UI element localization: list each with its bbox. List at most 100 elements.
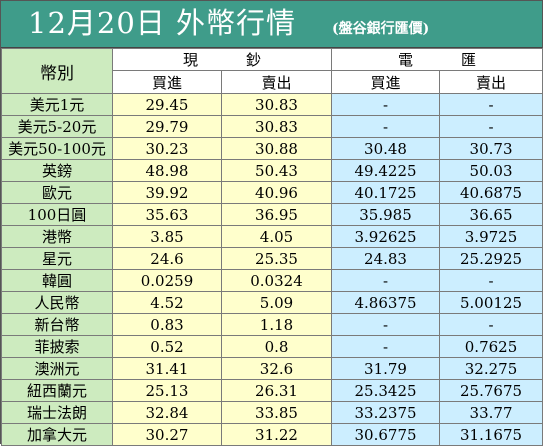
spot-buy-cell: 24.83 bbox=[331, 247, 441, 270]
cash-buy-cell: 29.45 bbox=[112, 93, 222, 116]
table-row: 瑞士法朗 32.84 33.85 33.2375 33.77 bbox=[1, 401, 543, 424]
cash-sell-cell: 33.85 bbox=[220, 401, 333, 424]
spot-sell-cell: 33.77 bbox=[439, 401, 543, 424]
currency-name-cell: 菲披索 bbox=[1, 335, 113, 358]
table-row: 星元 24.6 25.35 24.83 25.2925 bbox=[1, 247, 543, 270]
spot-sell-cell: 25.7675 bbox=[439, 379, 543, 402]
currency-name-cell: 瑞士法朗 bbox=[1, 401, 113, 424]
page-title: 12月20日 外幣行情 bbox=[28, 6, 297, 40]
cash-group-header: 現鈔 bbox=[111, 48, 333, 71]
spot-sell-cell: - bbox=[439, 93, 543, 116]
cash-sell-cell: 5.09 bbox=[220, 291, 333, 314]
cash-buy-cell: 4.52 bbox=[112, 291, 222, 314]
currency-name-cell: 港幣 bbox=[1, 225, 113, 248]
table-row: 紐西蘭元 25.13 26.31 25.3425 25.7675 bbox=[1, 379, 543, 402]
cash-buy-cell: 0.83 bbox=[112, 313, 222, 336]
cash-sell-cell: 4.05 bbox=[220, 225, 333, 248]
title-bar: 12月20日 外幣行情 (盤谷銀行匯價) bbox=[1, 1, 542, 48]
table-row: 人民幣 4.52 5.09 4.86375 5.00125 bbox=[1, 291, 543, 314]
currency-name-cell: 韓圓 bbox=[1, 269, 113, 292]
spot-buy-header: 買進 bbox=[331, 70, 441, 94]
cash-buy-cell: 0.52 bbox=[112, 335, 222, 358]
table-row: 美元50-100元 30.23 30.88 30.48 30.73 bbox=[1, 137, 543, 160]
cash-sell-cell: 25.35 bbox=[220, 247, 333, 270]
spot-sell-cell: 3.9725 bbox=[439, 225, 543, 248]
cash-sell-cell: 31.22 bbox=[220, 423, 333, 446]
spot-buy-cell: 31.79 bbox=[331, 357, 441, 380]
cash-sell-cell: 0.8 bbox=[220, 335, 333, 358]
cash-buy-cell: 32.84 bbox=[112, 401, 222, 424]
spot-buy-cell: 25.3425 bbox=[331, 379, 441, 402]
spot-sell-cell: 50.03 bbox=[439, 159, 543, 182]
spot-buy-cell: 35.985 bbox=[331, 203, 441, 226]
spot-buy-cell: - bbox=[331, 115, 441, 138]
table-row: 100日圓 35.63 36.95 35.985 36.65 bbox=[1, 203, 543, 226]
cash-buy-header: 買進 bbox=[112, 70, 222, 94]
currency-name-cell: 星元 bbox=[1, 247, 113, 270]
cash-buy-cell: 30.23 bbox=[112, 137, 222, 160]
table-row: 韓圓 0.0259 0.0324- - bbox=[1, 269, 543, 292]
cash-buy-cell: 39.92 bbox=[112, 181, 222, 204]
cash-buy-cell: 25.13 bbox=[112, 379, 222, 402]
rate-source-label: (盤谷銀行匯價) bbox=[332, 21, 430, 37]
cash-buy-cell: 31.41 bbox=[112, 357, 222, 380]
header-row-groups: 幣別 現鈔 電匯 bbox=[1, 48, 543, 94]
spot-sell-header: 賣出 bbox=[439, 70, 543, 94]
currency-name-cell: 美元50-100元 bbox=[1, 137, 113, 160]
table-row: 英鎊 48.98 50.43 49.4225 50.03 bbox=[1, 159, 543, 182]
spot-sell-cell: 31.1675 bbox=[439, 423, 543, 446]
cash-buy-cell: 3.85 bbox=[112, 225, 222, 248]
currency-name-cell: 紐西蘭元 bbox=[1, 379, 113, 402]
cash-sell-cell: 30.83 bbox=[220, 93, 333, 116]
cash-sell-cell: 32.6 bbox=[220, 357, 333, 380]
spot-buy-cell: 30.48 bbox=[331, 137, 441, 160]
spot-buy-cell: - bbox=[331, 93, 441, 116]
exchange-rate-table: 幣別 現鈔 電匯 買進 賣出 買進 賣出 美元1元 29.45 30.83- - 美元5… bbox=[1, 48, 543, 446]
cash-buy-cell: 30.27 bbox=[112, 423, 222, 446]
cash-sell-cell: 0.0324 bbox=[220, 269, 333, 292]
currency-name-cell: 歐元 bbox=[1, 181, 113, 204]
currency-name-cell: 美元1元 bbox=[1, 93, 113, 116]
spot-sell-cell: - bbox=[439, 115, 543, 138]
currency-column-header: 幣別 bbox=[1, 48, 113, 94]
spot-buy-cell: 33.2375 bbox=[331, 401, 441, 424]
spot-group-header: 電匯 bbox=[331, 48, 543, 71]
header-row-sides: 買進 賣出 買進 賣出 bbox=[2, 70, 543, 94]
currency-name-cell: 英鎊 bbox=[1, 159, 113, 182]
spot-sell-cell: 25.2925 bbox=[439, 247, 543, 270]
cash-buy-cell: 29.79 bbox=[112, 115, 222, 138]
cash-buy-cell: 48.98 bbox=[112, 159, 222, 182]
spot-sell-cell: 5.00125 bbox=[439, 291, 543, 314]
spot-sell-cell: 0.7625 bbox=[439, 335, 543, 358]
currency-name-cell: 100日圓 bbox=[1, 203, 113, 226]
cash-sell-cell: 40.96 bbox=[220, 181, 333, 204]
table-row: 港幣 3.85 4.05 3.92625 3.9725 bbox=[1, 225, 543, 248]
cash-sell-cell: 50.43 bbox=[220, 159, 333, 182]
spot-sell-cell: - bbox=[439, 269, 543, 292]
cash-buy-cell: 0.0259 bbox=[112, 269, 222, 292]
table-row: 菲披索 0.52 0.8-0.7625 bbox=[1, 335, 543, 358]
spot-buy-cell: 49.4225 bbox=[331, 159, 441, 182]
spot-buy-cell: 3.92625 bbox=[331, 225, 441, 248]
cash-sell-cell: 1.18 bbox=[220, 313, 333, 336]
spot-sell-cell: 32.275 bbox=[439, 357, 543, 380]
table-row: 歐元 39.92 40.96 40.1725 40.6875 bbox=[1, 181, 543, 204]
spot-sell-cell: 40.6875 bbox=[439, 181, 543, 204]
cash-sell-cell: 30.83 bbox=[220, 115, 333, 138]
cash-sell-cell: 30.88 bbox=[220, 137, 333, 160]
cash-group-label: 現鈔 bbox=[183, 51, 310, 69]
table-row: 加拿大元 30.27 31.22 30.6775 31.1675 bbox=[1, 423, 543, 446]
currency-name-cell: 新台幣 bbox=[1, 313, 113, 336]
cash-buy-cell: 35.63 bbox=[112, 203, 222, 226]
table-row: 新台幣 0.83 1.18- - bbox=[1, 313, 543, 336]
spot-buy-cell: - bbox=[331, 313, 441, 336]
table-row: 澳洲元 31.41 32.6 31.79 32.275 bbox=[1, 357, 543, 380]
spot-buy-cell: 40.1725 bbox=[331, 181, 441, 204]
table-row: 美元5-20元 29.79 30.83- - bbox=[1, 115, 543, 138]
spot-group-label: 電匯 bbox=[398, 51, 525, 69]
spot-buy-cell: 4.86375 bbox=[331, 291, 441, 314]
currency-name-cell: 人民幣 bbox=[1, 291, 113, 314]
cash-sell-cell: 36.95 bbox=[220, 203, 333, 226]
currency-name-cell: 澳洲元 bbox=[1, 357, 113, 380]
